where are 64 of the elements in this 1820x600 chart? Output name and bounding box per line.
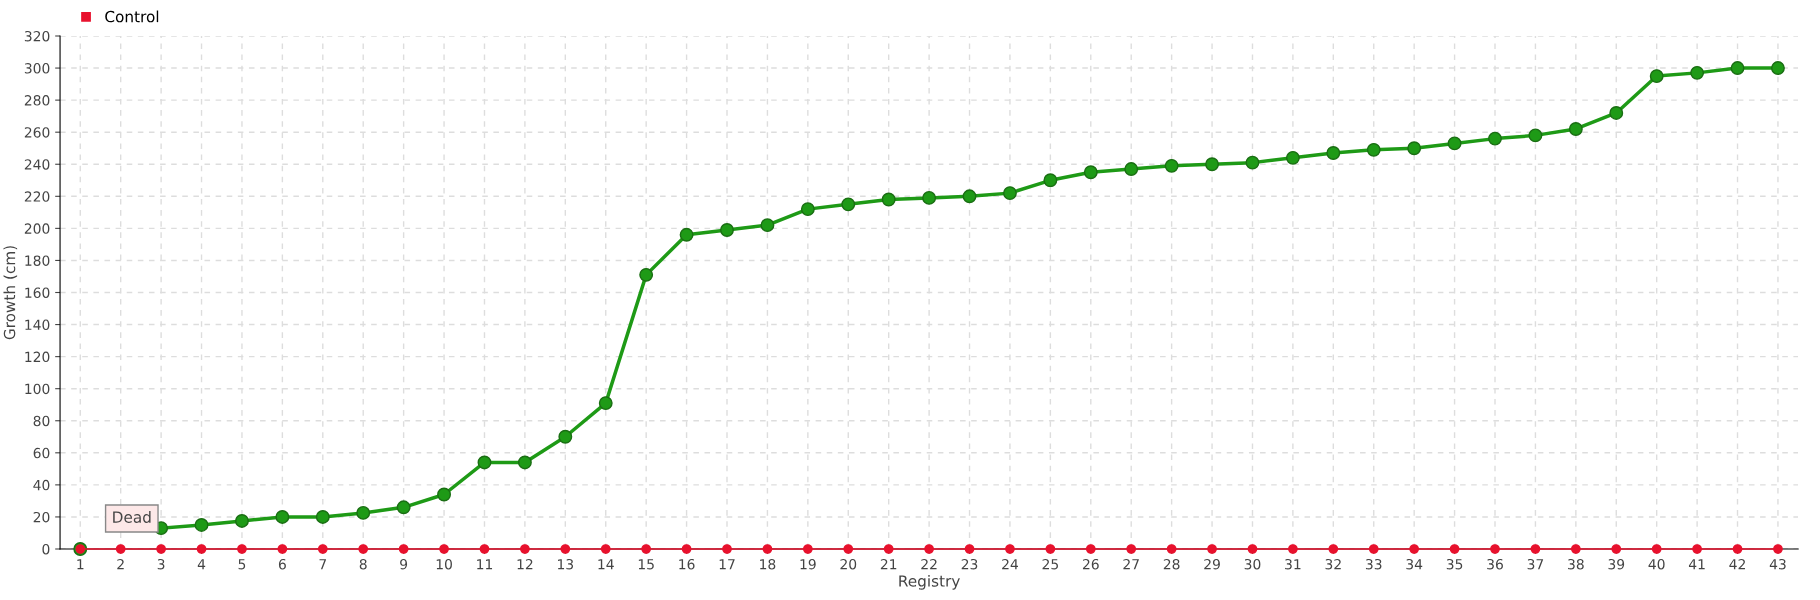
x-tick-label: 1: [77, 559, 84, 570]
y-tick-label: 40: [33, 479, 50, 491]
y-axis-title: Growth (cm): [3, 246, 18, 340]
y-tick-label: 80: [33, 415, 50, 427]
legend-label: Control: [105, 10, 159, 23]
x-tick-label: 28: [1163, 558, 1180, 570]
x-tick-label: 41: [1688, 559, 1705, 570]
x-tick-label: 16: [679, 558, 695, 570]
y-tick-label: 0: [42, 543, 50, 555]
x-tick-label: 12: [517, 558, 533, 570]
x-tick-label: 15: [638, 559, 654, 570]
x-tick-label: 27: [1123, 558, 1139, 570]
x-tick-label: 39: [1608, 558, 1625, 570]
y-tick-label: 220: [24, 191, 50, 202]
x-tick-label: 10: [436, 558, 452, 570]
x-tick-label: 40: [1648, 558, 1665, 570]
y-tick-label: 180: [25, 255, 50, 266]
x-tick-label: 37: [1527, 558, 1544, 570]
x-tick-label: 21: [880, 558, 897, 570]
x-tick-label: 20: [840, 558, 857, 570]
x-tick-label: 33: [1365, 558, 1382, 570]
y-tick-label: 100: [25, 383, 50, 395]
y-tick-label: 140: [25, 319, 50, 331]
x-tick-label: 38: [1568, 558, 1584, 570]
x-tick-label: 14: [598, 559, 614, 570]
y-tick-label: 280: [24, 95, 50, 106]
x-tick-label: 43: [1769, 558, 1786, 570]
x-tick-label: 13: [558, 558, 574, 570]
x-tick-label: 32: [1325, 558, 1341, 570]
x-tick-label: 31: [1285, 558, 1301, 570]
x-tick-label: 6: [278, 558, 286, 570]
y-tick-label: 60: [33, 447, 50, 459]
x-axis-title: Registry: [899, 574, 960, 590]
x-tick-label: 3: [157, 558, 165, 570]
x-tick-label: 19: [800, 558, 816, 570]
y-tick-label: 240: [24, 159, 50, 170]
y-tick-label: 260: [24, 127, 50, 138]
x-tick-label: 30: [1244, 558, 1261, 570]
x-tick-label: 29: [1204, 558, 1220, 570]
y-tick-label: 200: [24, 223, 50, 234]
x-tick-label: 23: [961, 558, 978, 570]
y-tick-label: 120: [25, 351, 50, 363]
y-tick-label: 320: [24, 30, 50, 42]
x-tick-label: 17: [719, 559, 735, 570]
annotation: Dead: [113, 511, 151, 523]
x-tick-label: 24: [1002, 558, 1019, 570]
x-tick-label: 34: [1406, 558, 1423, 570]
x-tick-label: 2: [117, 558, 124, 570]
y-tick-label: 20: [33, 511, 50, 523]
x-tick-label: 11: [477, 559, 493, 570]
x-tick-label: 9: [400, 558, 408, 570]
x-tick-label: 35: [1446, 558, 1463, 570]
y-tick-label: 160: [25, 287, 50, 298]
x-tick-label: 26: [1082, 558, 1099, 570]
x-tick-label: 8: [359, 558, 367, 570]
x-tick-label: 22: [921, 558, 937, 570]
x-tick-label: 36: [1487, 558, 1503, 570]
x-tick-label: 4: [197, 559, 206, 570]
y-tick-label: 300: [24, 63, 50, 74]
x-tick-label: 18: [760, 558, 776, 570]
x-tick-label: 42: [1729, 558, 1745, 570]
x-tick-label: 25: [1042, 558, 1058, 570]
x-tick-label: 7: [319, 559, 327, 570]
x-tick-label: 5: [238, 559, 246, 570]
